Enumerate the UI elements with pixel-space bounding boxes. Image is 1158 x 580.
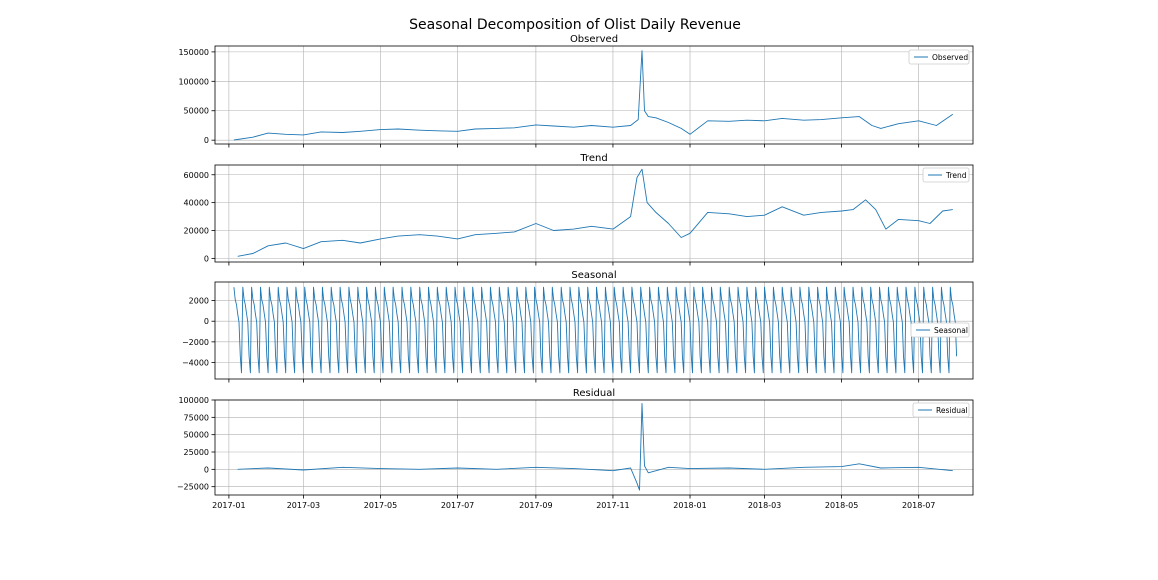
y-tick-label: −25000 (177, 483, 209, 492)
series-line-seasonal (233, 286, 958, 374)
y-tick-label: 0 (204, 254, 209, 263)
y-tick-label: −2000 (182, 338, 209, 347)
y-tick-label: 2000 (189, 297, 209, 306)
y-tick-label: 25000 (184, 448, 209, 457)
y-tick-label: 50000 (184, 431, 209, 440)
axes-frame (214, 281, 974, 380)
x-tick-label: 2017-11 (596, 501, 629, 510)
axes-frame (214, 399, 974, 496)
y-tick-label: 50000 (184, 107, 209, 116)
x-tick-label: 2017-03 (287, 501, 320, 510)
y-tick-label: 20000 (184, 227, 209, 236)
subplot-title: Residual (573, 388, 615, 399)
y-tick-label: −4000 (182, 358, 209, 367)
x-tick-label: 2017-09 (519, 501, 552, 510)
legend-box (922, 167, 970, 183)
subplot-title: Trend (579, 153, 607, 164)
series-line-trend (237, 168, 953, 257)
y-tick-label: 0 (204, 317, 209, 326)
panel-seasonal: Seasonal −4000 −2000 0 2000 Seasonal (182, 270, 974, 383)
y-tick-label: 100000 (178, 77, 209, 86)
x-tick-label: 2018-01 (673, 501, 706, 510)
legend: Seasonal (910, 322, 970, 338)
y-tick-label: 0 (204, 136, 209, 145)
axes-frame (214, 164, 974, 263)
y-tick-label: 40000 (184, 199, 209, 208)
legend: Residual (912, 402, 970, 418)
x-tick-label: 2017-07 (441, 501, 474, 510)
x-tick-label: 2017-05 (364, 501, 397, 510)
x-tick-label: 2018-07 (902, 501, 935, 510)
series-line-observed (233, 50, 954, 141)
subplot-title: Seasonal (571, 270, 616, 281)
x-tick-label: 2018-03 (748, 501, 781, 510)
y-tick-label: 100000 (178, 396, 209, 405)
panel-trend: Trend 0 20000 40000 60000 Trend (184, 153, 974, 266)
subplot-title: Observed (570, 34, 618, 45)
axes-frame (214, 45, 974, 145)
legend: Trend (922, 167, 970, 183)
figure-title: Seasonal Decomposition of Olist Daily Re… (409, 17, 741, 33)
legend-label: Trend (945, 171, 967, 180)
y-tick-label: 0 (204, 465, 209, 474)
panels: Observed 0 50000 100000 150000 Observed Trend 0… (177, 34, 974, 510)
y-tick-label: 150000 (178, 48, 209, 57)
legend-box (910, 322, 970, 338)
legend-label: Seasonal (934, 326, 968, 335)
legend: Observed (908, 49, 970, 65)
y-tick-label: 75000 (184, 413, 209, 422)
series-line-residual (237, 403, 953, 491)
y-tick-label: 60000 (184, 171, 209, 180)
panel-residual: Residual 2017-01 2017-03 2017-05 2017-07 2017… (177, 388, 974, 510)
legend-label: Residual (936, 406, 968, 415)
legend-box (912, 402, 970, 418)
legend-label: Observed (932, 53, 968, 62)
x-tick-label: 2018-05 (825, 501, 858, 510)
x-tick-label: 2017-01 (212, 501, 245, 510)
legend-box (908, 49, 970, 65)
panel-observed: Observed 0 50000 100000 150000 Observed (178, 34, 974, 148)
